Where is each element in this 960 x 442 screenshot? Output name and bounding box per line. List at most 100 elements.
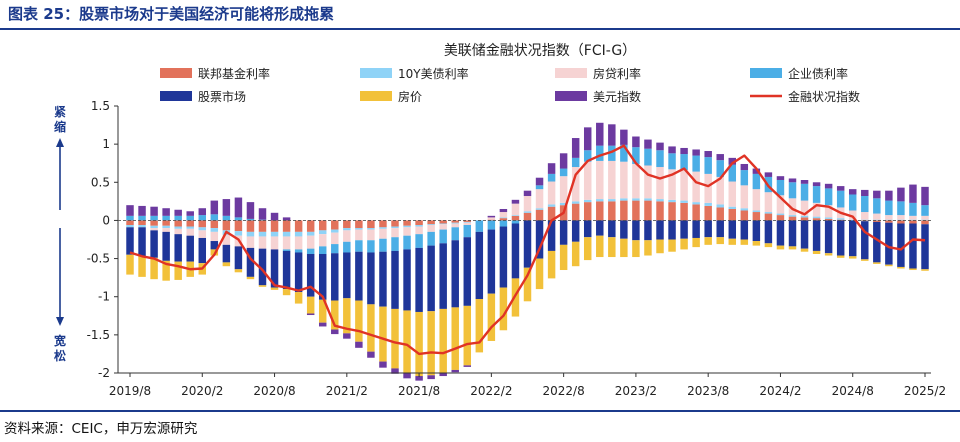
tight-label-char: 紧 (54, 104, 66, 119)
bar-segment (608, 201, 616, 221)
bar-segment (294, 292, 303, 304)
bar-segment (897, 223, 905, 267)
bar-segment (355, 240, 363, 252)
bar-segment (608, 145, 616, 161)
x-tick-label: 2020/8 (253, 384, 295, 398)
y-tick-label: 0.5 (91, 175, 110, 189)
bar-segment (897, 201, 905, 216)
bar-segment (403, 310, 411, 373)
bar-segment (921, 224, 929, 270)
legend-label: 企业债利率 (788, 66, 848, 81)
bar-segment (174, 209, 182, 216)
y-tick-label: -1 (98, 290, 110, 304)
bar-segment (596, 201, 604, 221)
bar-segment (463, 220, 472, 222)
bar-segment (752, 220, 761, 242)
bar-segment (752, 189, 761, 211)
bar-segment (728, 181, 737, 207)
bar-segment (523, 267, 532, 302)
bar-segment (162, 231, 170, 261)
bar-segment (451, 307, 459, 370)
bar-segment (873, 198, 881, 214)
bar-segment (824, 217, 833, 219)
fci-chart: 美联储金融状况指数（FCI-G） 联邦基金利率 10Y美债利率 房贷利率 企业债利率股… (53, 43, 946, 398)
bar-segment (126, 215, 134, 221)
bar-segment (848, 219, 857, 221)
bar-segment (367, 304, 375, 352)
bar-segment (680, 200, 688, 203)
bar-segment (788, 220, 797, 247)
bar-segment (367, 220, 375, 229)
bar-segment (391, 220, 399, 227)
bar-segment (680, 220, 688, 239)
legend-swatch (360, 68, 392, 78)
bar-segment (150, 215, 158, 221)
y-tick-label: 0 (102, 213, 110, 227)
bar-segment (174, 234, 182, 262)
bar-segment (427, 245, 435, 312)
bar-segment (523, 211, 532, 213)
bar-segment (535, 185, 544, 190)
bar-segment (740, 210, 749, 221)
bar-segment (656, 150, 664, 168)
bar-segment (788, 246, 797, 250)
bar-segment (246, 218, 255, 221)
bar-segment (644, 148, 652, 166)
bar-segment (403, 373, 411, 379)
legend-swatch (555, 68, 587, 78)
bar-segment (174, 215, 182, 221)
bar-segment (656, 167, 664, 200)
bar-segment (391, 250, 399, 309)
bar-segment (728, 208, 737, 221)
bar-segment (198, 237, 207, 264)
bar-segment (583, 237, 592, 261)
bar-segment (463, 222, 472, 226)
bar-segment (331, 220, 339, 230)
fci-line-layer (129, 144, 926, 356)
bar-segment (126, 227, 134, 255)
bar-segment (848, 194, 857, 211)
bar-segment (596, 199, 604, 202)
bar-segment (608, 199, 616, 202)
bar-segment (439, 220, 447, 224)
bar-segment (427, 231, 435, 246)
bar-segment (162, 225, 170, 229)
bar-segment (150, 220, 158, 226)
bar-segment (246, 231, 255, 237)
bar-segment (547, 173, 556, 182)
title-rule (0, 28, 960, 30)
bar-segment (921, 215, 929, 220)
bar-segment (728, 238, 737, 245)
bar-segment (234, 220, 243, 232)
legend-swatch (555, 91, 587, 101)
bar-segment (728, 220, 737, 239)
bar-segment (656, 201, 664, 221)
bar-segment (620, 198, 628, 201)
bar-segment (764, 212, 773, 214)
bar-segment (535, 189, 544, 209)
bar-segment (559, 220, 568, 245)
bar-segment (306, 235, 315, 249)
bar-segment (776, 213, 785, 216)
bar-segment (306, 253, 315, 297)
bar-segment (885, 222, 893, 265)
bar-segment (836, 190, 845, 208)
bar-segment (535, 258, 544, 290)
bar-segment (571, 157, 580, 168)
bar-segment (367, 228, 375, 230)
bar-segment (692, 204, 700, 221)
y-tick-label: 1.5 (91, 99, 110, 113)
bar-segment (282, 217, 291, 221)
bar-segment (752, 210, 761, 213)
figure-title: 图表 25：股票市场对于美国经济可能将形成拖累 (8, 5, 335, 23)
x-tick-label: 2021/2 (326, 384, 368, 398)
bar-segment (704, 173, 712, 203)
bar-segment (355, 220, 363, 229)
bar-segment (415, 226, 423, 235)
bar-segment (451, 369, 459, 373)
bar-segment (355, 228, 363, 230)
bar-segment (559, 202, 568, 206)
loose-arrow-head (56, 317, 64, 326)
x-tick-label: 2020/2 (181, 384, 223, 398)
